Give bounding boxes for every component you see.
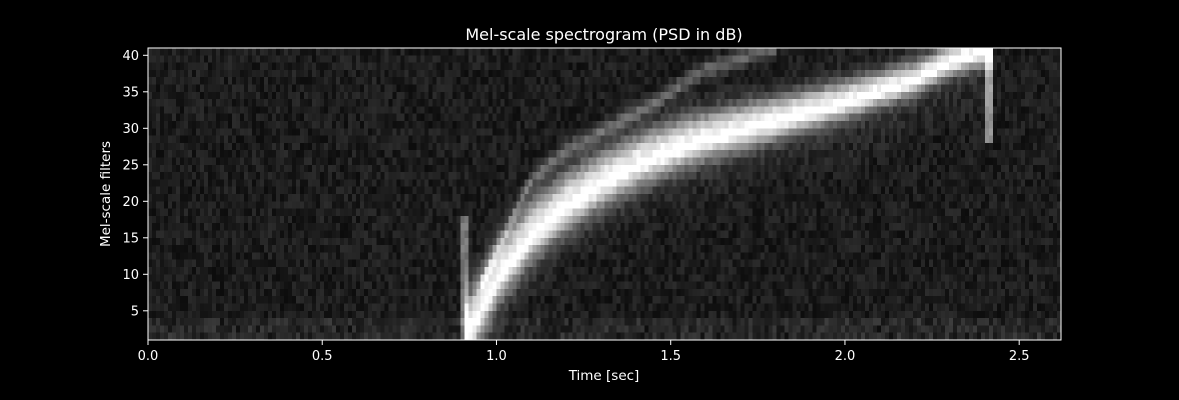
y-tick-label: 20: [122, 195, 139, 210]
y-axis: 5 10 15 20 25 30 35 40: [122, 49, 148, 319]
x-tick-label: 0.5: [312, 349, 333, 364]
y-tick-label: 30: [122, 122, 139, 137]
x-tick-label: 1.5: [660, 349, 681, 364]
x-tick-label: 2.0: [835, 349, 856, 364]
y-tick-label: 15: [122, 231, 139, 246]
y-tick-label: 40: [122, 49, 139, 64]
y-tick-label: 10: [122, 268, 139, 283]
plot-frame: [147, 47, 1062, 341]
x-axis: 0.0 0.5 1.0 1.5 2.0 2.5: [138, 340, 1030, 364]
y-tick-label: 25: [122, 158, 139, 173]
heatmap-image: [148, 48, 1061, 340]
y-tick-label: 35: [122, 85, 139, 100]
chart-title: Mel-scale spectrogram (PSD in dB): [465, 25, 742, 44]
x-tick-label: 0.0: [138, 349, 159, 364]
y-tick-label: 5: [131, 304, 139, 319]
y-axis-label: Mel-scale filters: [98, 141, 114, 247]
x-tick-label: 2.5: [1009, 349, 1030, 364]
x-axis-label: Time [sec]: [568, 368, 640, 384]
x-tick-label: 1.0: [486, 349, 507, 364]
